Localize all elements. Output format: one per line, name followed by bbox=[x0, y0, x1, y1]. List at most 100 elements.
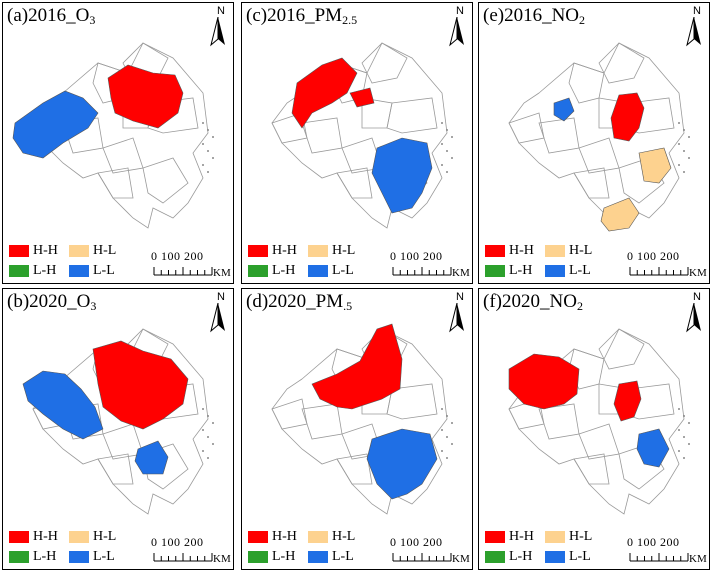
legend: H-H H-L L-H L-L bbox=[248, 529, 398, 569]
legend-swatch bbox=[9, 265, 29, 277]
admin-boundary bbox=[271, 112, 308, 144]
admin-boundary bbox=[573, 453, 610, 485]
island bbox=[202, 408, 204, 410]
region-map bbox=[271, 323, 453, 515]
legend-swatch bbox=[248, 551, 268, 563]
admin-boundary bbox=[301, 403, 343, 440]
island bbox=[446, 415, 448, 417]
island bbox=[202, 122, 204, 124]
island bbox=[683, 129, 685, 131]
panel-title: (a)2016_O3 bbox=[7, 5, 95, 31]
scale-bar: 0 100 200 KM bbox=[151, 535, 233, 569]
island bbox=[678, 429, 680, 431]
legend-item: H-H bbox=[9, 243, 58, 259]
region-map bbox=[271, 42, 453, 229]
legend-swatch bbox=[9, 551, 29, 563]
admin-boundary bbox=[573, 167, 610, 199]
scale-unit: KM bbox=[689, 553, 707, 565]
legend-swatch bbox=[69, 265, 89, 277]
legend-swatch bbox=[69, 531, 89, 543]
legend: H-H H-L L-H L-L bbox=[485, 529, 635, 569]
legend-label: L-L bbox=[332, 263, 354, 278]
scale-bar-graphic bbox=[629, 553, 689, 562]
admin-boundary bbox=[271, 42, 448, 229]
legend-label: H-L bbox=[332, 529, 356, 544]
map-panel-e: (e)2016_NO2 N H-H H-L L-H L-L 0 100 200 KM bbox=[478, 2, 710, 284]
island bbox=[446, 171, 448, 173]
legend-item: L-H bbox=[485, 263, 532, 279]
island bbox=[441, 408, 443, 410]
island bbox=[688, 443, 690, 445]
legend-label: L-L bbox=[93, 549, 115, 564]
panel-title: (c)2016_PM2.5 bbox=[246, 5, 357, 31]
scale-unit: KM bbox=[689, 267, 707, 279]
island bbox=[688, 136, 690, 138]
cluster-hh bbox=[311, 323, 403, 410]
legend-label: H-H bbox=[33, 243, 58, 258]
island bbox=[446, 150, 448, 152]
legend-label: L-L bbox=[93, 263, 115, 278]
scale-unit: KM bbox=[452, 553, 470, 565]
cluster-hh bbox=[508, 353, 580, 410]
legend-swatch bbox=[248, 265, 268, 277]
island bbox=[688, 422, 690, 424]
scale-bar-graphic bbox=[153, 267, 213, 276]
island bbox=[451, 136, 453, 138]
island bbox=[212, 443, 214, 445]
legend-item: L-L bbox=[545, 549, 591, 565]
island bbox=[678, 408, 680, 410]
region-map bbox=[508, 42, 690, 232]
scale-bar: 0 100 200 KM bbox=[627, 249, 709, 283]
cluster-ll bbox=[22, 370, 104, 440]
north-arrow-icon bbox=[686, 17, 701, 47]
admin-boundary bbox=[32, 42, 209, 229]
island bbox=[441, 122, 443, 124]
admin-boundary bbox=[538, 117, 580, 154]
cluster-hl bbox=[638, 147, 672, 184]
legend-swatch bbox=[9, 531, 29, 543]
island bbox=[683, 436, 685, 438]
island bbox=[446, 436, 448, 438]
panel-title-text: (d)2020_PM bbox=[246, 291, 344, 312]
north-arrow-icon bbox=[449, 303, 464, 333]
legend-label: L-L bbox=[569, 263, 591, 278]
legend-item: L-H bbox=[248, 263, 295, 279]
legend-swatch bbox=[308, 531, 328, 543]
legend-swatch bbox=[545, 531, 565, 543]
admin-boundary bbox=[142, 443, 189, 490]
legend-item: L-H bbox=[248, 549, 295, 565]
legend-item: L-H bbox=[9, 263, 56, 279]
island bbox=[207, 457, 209, 459]
admin-boundary bbox=[336, 453, 373, 485]
legend-item: L-L bbox=[69, 549, 115, 565]
legend-item: H-H bbox=[248, 243, 297, 259]
panel-title-subscript: 2 bbox=[576, 299, 583, 313]
admin-boundary bbox=[508, 112, 545, 144]
cluster-hh bbox=[349, 87, 375, 108]
panel-title-text: (c)2016_PM bbox=[246, 5, 343, 26]
north-label: N bbox=[217, 5, 225, 17]
legend-label: L-H bbox=[33, 549, 57, 564]
legend-swatch bbox=[308, 265, 328, 277]
cluster-hh bbox=[613, 380, 642, 422]
island bbox=[441, 429, 443, 431]
scale-tick-labels: 0 100 200 bbox=[627, 535, 680, 549]
panel-title: (e)2016_NO2 bbox=[483, 5, 585, 31]
legend-item: H-L bbox=[69, 529, 116, 545]
legend-label: H-H bbox=[509, 243, 534, 258]
island bbox=[441, 164, 443, 166]
scale-tick-labels: 0 100 200 bbox=[151, 249, 204, 263]
region-map bbox=[12, 42, 214, 229]
north-arrow-icon bbox=[449, 17, 464, 47]
island bbox=[683, 415, 685, 417]
legend-swatch bbox=[308, 551, 328, 563]
legend: H-H H-L L-H L-L bbox=[9, 529, 159, 569]
panel-title-subscript: 2.5 bbox=[342, 13, 358, 27]
legend-swatch bbox=[9, 245, 29, 257]
panel-title: (d)2020_PM.5 bbox=[246, 291, 352, 317]
admin-boundary bbox=[97, 453, 134, 485]
island bbox=[446, 457, 448, 459]
panel-title-subscript: 3 bbox=[90, 299, 97, 313]
legend-label: H-L bbox=[569, 529, 593, 544]
north-arrow-icon bbox=[210, 17, 225, 47]
